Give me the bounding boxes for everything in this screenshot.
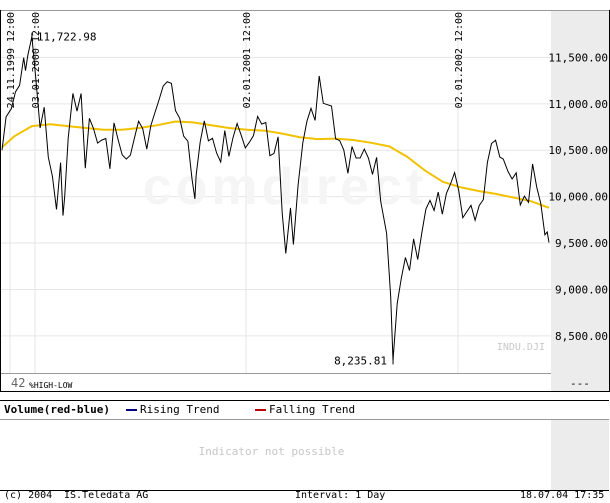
volume-axis-panel — [551, 420, 609, 490]
price-chart: comdirect 8,500.00 9,000.00 9,500.00 10,000… — [0, 10, 610, 392]
y-tick-label: 11,000.00 — [548, 98, 608, 111]
x-date-label: 03.01.2000 12:00 — [31, 12, 42, 108]
legend-rising-label: Rising Trend — [140, 403, 220, 416]
y-tick-label: 11,500.00 — [548, 51, 608, 64]
footer: (c) 2004 IS.Teledata AG Interval: 1 Day … — [0, 489, 610, 503]
legend-falling-swatch — [255, 409, 266, 411]
x-date-label: 24.11.1999 12:00 — [6, 12, 17, 108]
legend-falling-label: Falling Trend — [269, 403, 356, 416]
price-line — [1, 36, 550, 361]
y-tick-label: 9,000.00 — [555, 283, 608, 296]
legend-rising-swatch — [126, 409, 137, 411]
y-tick-label: 9,500.00 — [555, 237, 608, 250]
legend-rising: Rising Trend — [126, 401, 219, 419]
footer-interval: Interval: 1 Day — [295, 490, 386, 501]
y-axis-panel — [551, 11, 609, 391]
corner-number: 42 — [11, 376, 25, 390]
footer-timestamp: 18.07.04 17:35 — [520, 490, 605, 501]
y-tick-label: 10,500.00 — [548, 144, 608, 157]
high-label: 11,722.98 — [37, 31, 97, 44]
volume-header: Volume(red-blue) Rising Trend Falling Tr… — [0, 401, 609, 420]
y-tick-label: 10,000.00 — [548, 191, 608, 204]
x-date-label: 02.01.2001 12:00 — [242, 12, 253, 108]
volume-panel: Volume(red-blue) Rising Trend Falling Tr… — [0, 400, 609, 491]
chart-watermark: comdirect — [143, 158, 428, 216]
right-marker: --- — [570, 377, 590, 390]
instrument-label: INDU.DJI — [497, 342, 545, 353]
indicator-message: Indicator not possible — [198, 445, 345, 458]
footer-copyright: (c) 2004 — [4, 490, 53, 501]
hilo-label: %HIGH-LOW — [29, 381, 73, 390]
x-date-label: 02.01.2002 12:00 — [454, 12, 465, 108]
legend-falling: Falling Trend — [255, 401, 355, 419]
plot-area — [1, 11, 551, 391]
volume-title: Volume(red-blue) — [4, 403, 110, 416]
footer-provider: IS.Teledata AG — [64, 490, 149, 501]
y-tick-label: 8,500.00 — [555, 330, 608, 343]
low-label: 8,235.81 — [334, 354, 387, 367]
